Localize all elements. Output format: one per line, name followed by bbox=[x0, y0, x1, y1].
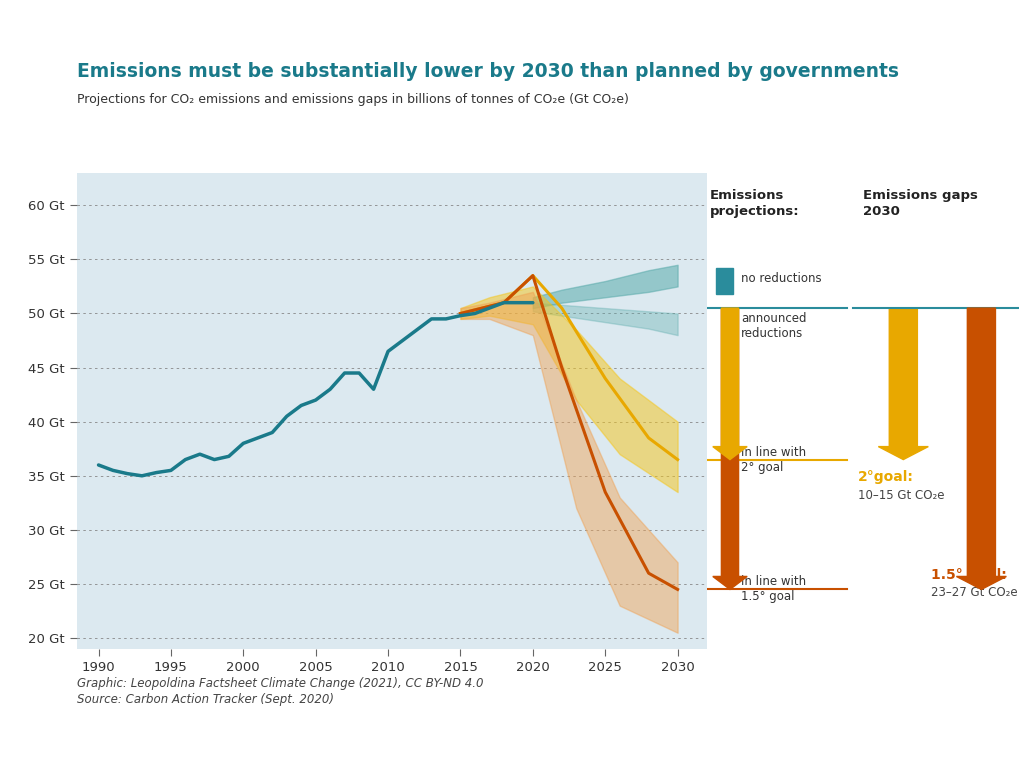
Text: announced
reductions: announced reductions bbox=[741, 313, 807, 340]
Text: Emissions must be substantially lower by 2030 than planned by governments: Emissions must be substantially lower by… bbox=[77, 61, 899, 81]
Text: 1.5° goal:: 1.5° goal: bbox=[932, 568, 1008, 582]
FancyArrow shape bbox=[713, 308, 748, 459]
FancyArrow shape bbox=[713, 308, 748, 590]
Text: Emissions gaps
2030: Emissions gaps 2030 bbox=[862, 189, 978, 218]
Text: Emissions
projections:: Emissions projections: bbox=[710, 189, 800, 218]
FancyArrow shape bbox=[879, 308, 929, 459]
FancyArrow shape bbox=[956, 308, 1007, 590]
Text: 23–27 Gt CO₂e: 23–27 Gt CO₂e bbox=[932, 586, 1018, 599]
Text: Leopoldina factsheet climate change: causes, consequences and possible actions: Leopoldina factsheet climate change: cau… bbox=[23, 732, 536, 745]
Text: in line with
2° goal: in line with 2° goal bbox=[741, 445, 806, 474]
Text: Source: Carbon Action Tracker (Sept. 2020): Source: Carbon Action Tracker (Sept. 202… bbox=[77, 693, 334, 706]
Text: Projections for CO₂ emissions and emissions gaps in billions of tonnes of CO₂e (: Projections for CO₂ emissions and emissi… bbox=[77, 93, 629, 106]
Text: 2°goal:: 2°goal: bbox=[858, 470, 913, 485]
Bar bbox=[716, 268, 733, 294]
Text: no reductions: no reductions bbox=[741, 273, 821, 286]
Text: Graphic: Leopoldina Factsheet Climate Change (2021), CC BY-ND 4.0: Graphic: Leopoldina Factsheet Climate Ch… bbox=[77, 677, 483, 690]
Text: Version 1.1, October 2021: Version 1.1, October 2021 bbox=[838, 732, 1001, 745]
Text: in line with
1.5° goal: in line with 1.5° goal bbox=[741, 575, 806, 604]
Text: 10–15 Gt CO₂e: 10–15 Gt CO₂e bbox=[858, 488, 944, 502]
